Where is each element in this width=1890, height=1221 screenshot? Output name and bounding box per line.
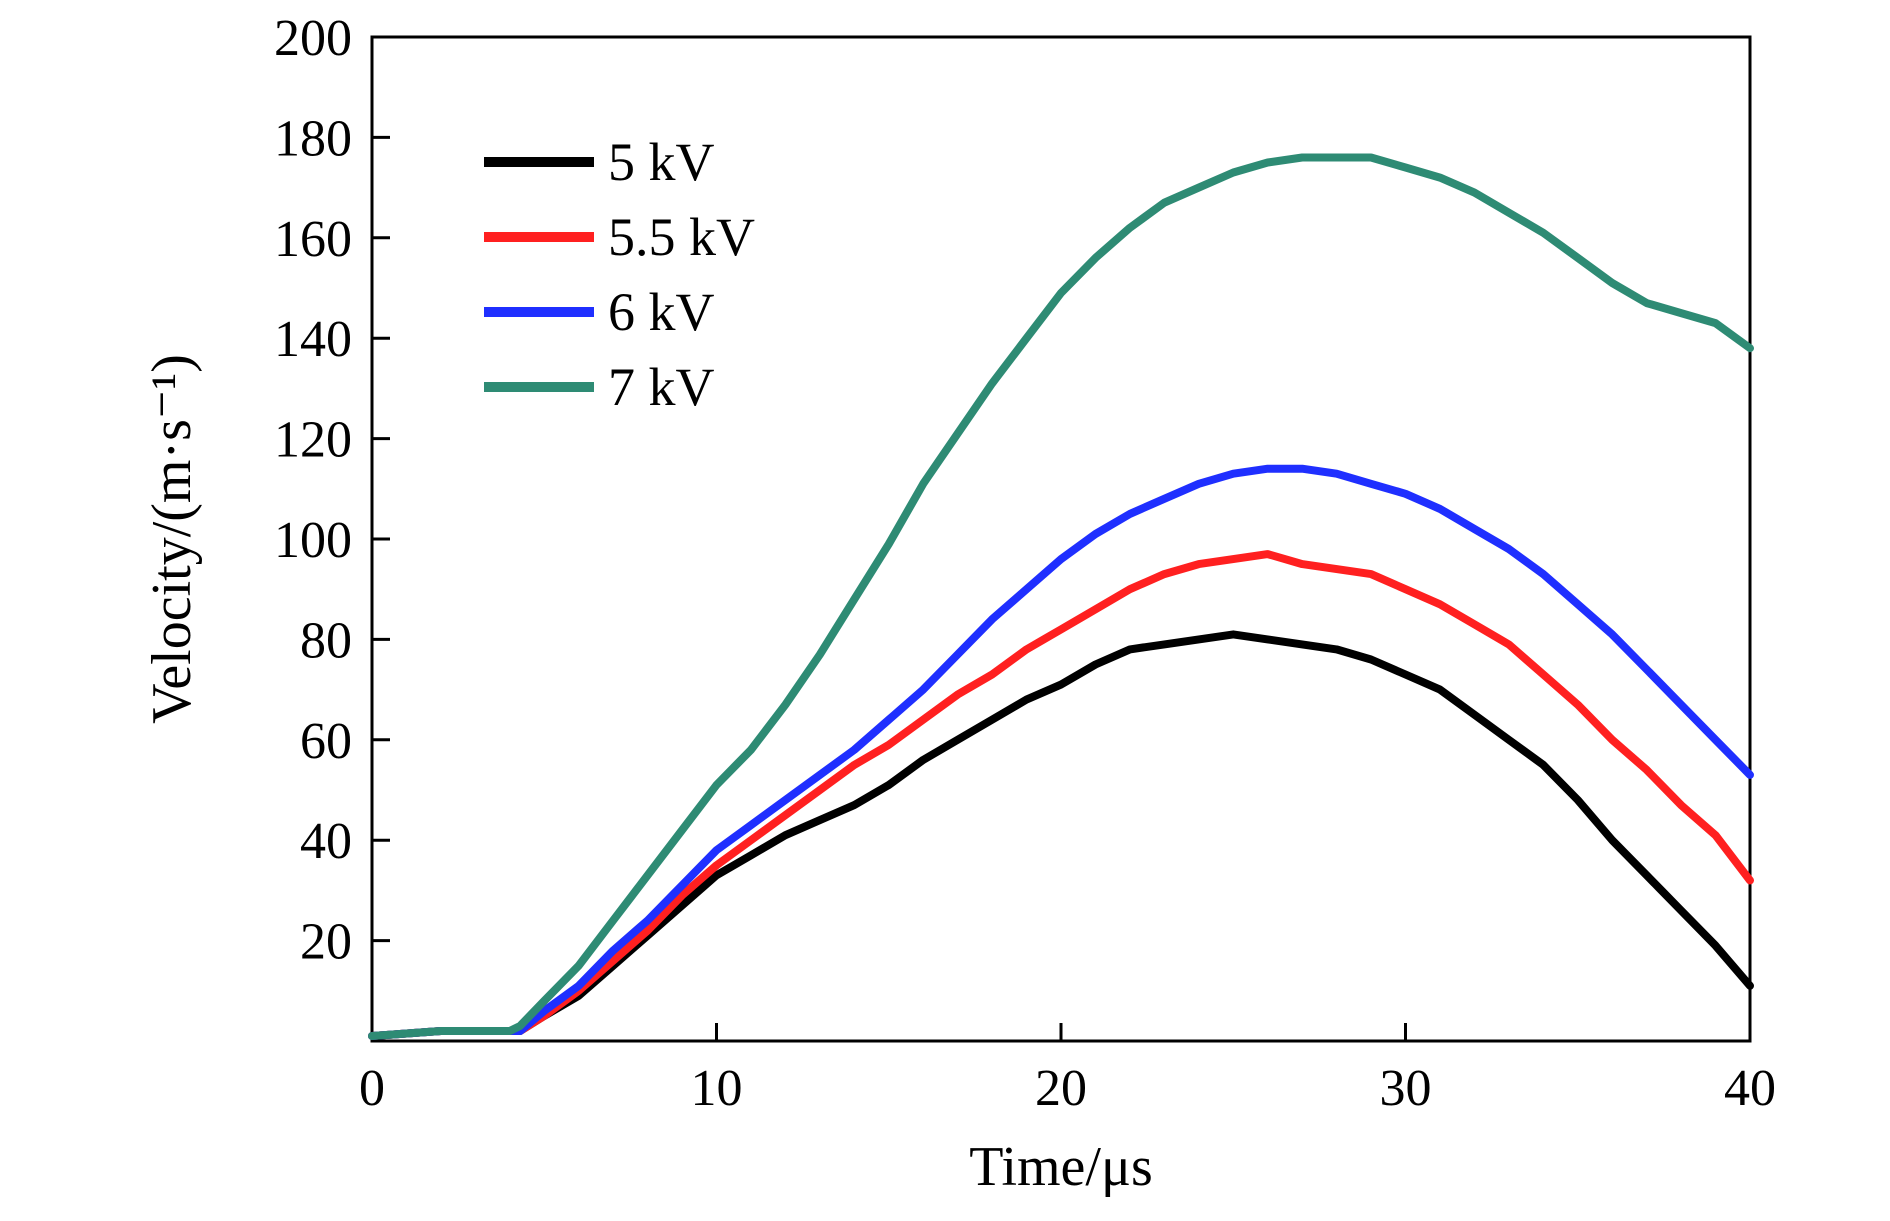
y-axis: 20 40 60 80 100 120 140 160 180 200 (274, 10, 390, 971)
plot-frame (370, 35, 1752, 1043)
y-tick-label: 80 (300, 612, 352, 669)
y-tick-label: 140 (274, 311, 352, 368)
x-tick-label: 0 (359, 1060, 385, 1117)
legend-label: 5 kV (608, 132, 715, 192)
legend-label: 6 kV (608, 282, 715, 342)
legend-label: 7 kV (608, 357, 715, 417)
series-line-1 (368, 550, 1754, 1040)
legend-label: 5.5 kV (608, 207, 755, 267)
x-axis-title: Time/μs (969, 1136, 1153, 1198)
x-tick-label: 30 (1380, 1060, 1432, 1117)
series-line-2 (368, 464, 1754, 1040)
y-tick-label: 20 (300, 914, 352, 971)
x-tick-label: 40 (1724, 1060, 1776, 1117)
series-line-3 (368, 153, 1754, 1040)
legend: 5 kV 5.5 kV 6 kV 7 kV (484, 132, 755, 417)
y-tick-label: 180 (274, 110, 352, 167)
y-tick-label: 40 (300, 813, 352, 870)
y-tick-label: 120 (274, 412, 352, 469)
y-tick-label: 60 (300, 713, 352, 770)
y-tick-label: 160 (274, 211, 352, 268)
x-tick-label: 10 (691, 1060, 743, 1117)
series-line-0 (368, 630, 1754, 1040)
y-axis-title: Velocity/(m·s⁻¹) (141, 354, 203, 724)
y-tick-label: 200 (274, 10, 352, 67)
y-tick-label: 100 (274, 512, 352, 569)
series-layer (368, 153, 1754, 1040)
x-tick-label: 20 (1035, 1060, 1087, 1117)
x-axis: 0 10 20 30 40 (359, 1023, 1776, 1117)
